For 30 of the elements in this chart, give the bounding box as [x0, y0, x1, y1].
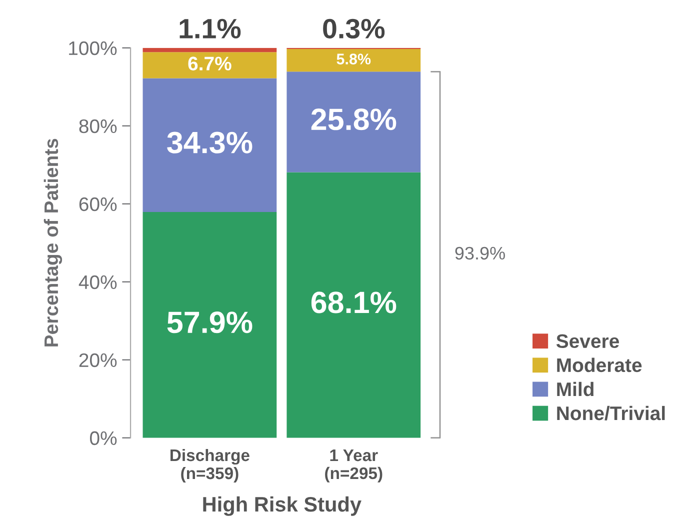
y-tick-label: 20% — [79, 353, 117, 368]
y-tick-label: 60% — [79, 197, 117, 212]
legend-label: Mild — [557, 382, 594, 396]
x-axis-title: High Risk Study — [203, 496, 362, 516]
data-label: 5.8% — [336, 54, 371, 64]
text: 93.9% — [455, 246, 505, 260]
bar — [286, 72, 421, 172]
y-tick-label: 40% — [78, 275, 117, 290]
data-label: 68.1% — [311, 292, 396, 314]
bar — [286, 172, 421, 438]
bar — [286, 49, 421, 72]
data-label: 1.1% — [180, 18, 241, 38]
y-tick-label: 80% — [79, 119, 117, 134]
data-label: 6.7% — [188, 56, 232, 70]
data-label: 0.3% — [323, 18, 385, 39]
bar — [142, 212, 277, 438]
data-label: 34.3% — [167, 132, 252, 154]
data-label: 25.8% — [311, 108, 396, 130]
x-tick-label: Discharge (n=359) — [170, 448, 250, 483]
y-axis-title: Percentage of Patients — [44, 138, 62, 346]
x-tick-label: 1 Year (n=295) — [325, 450, 382, 482]
y-tick-label: 100% — [69, 41, 117, 56]
data-label: 57.9% — [167, 312, 252, 334]
legend-label: Severe — [556, 334, 619, 348]
legend-label: Moderate — [557, 358, 642, 372]
y-tick-label: 0% — [90, 431, 117, 446]
bar — [142, 48, 277, 52]
legend-label: None/Trivial — [557, 406, 665, 420]
bar — [142, 78, 277, 212]
bar — [142, 52, 277, 78]
